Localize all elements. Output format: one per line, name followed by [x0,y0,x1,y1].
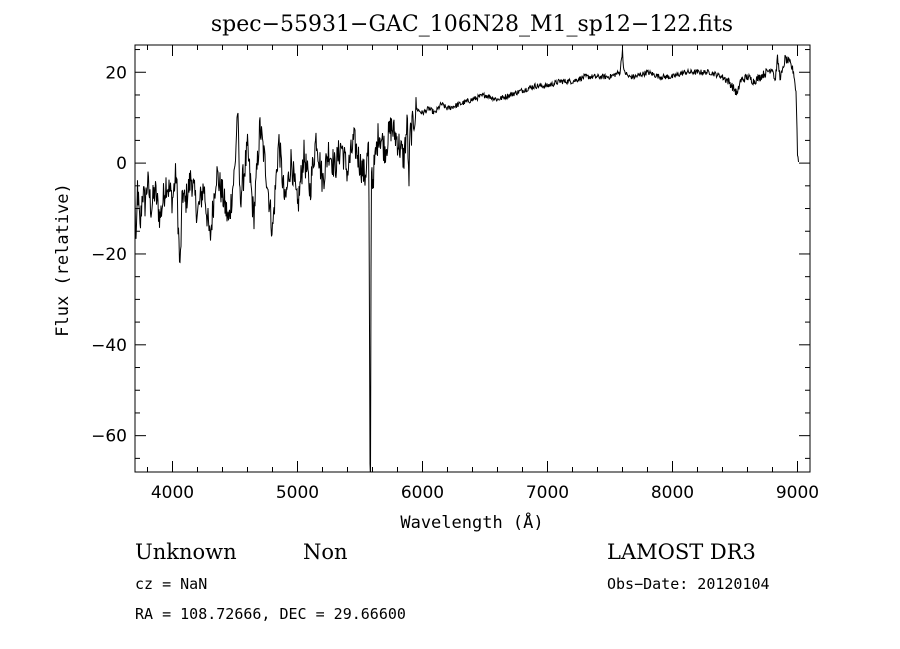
plot-area [134,44,811,473]
y-tick-label: 20 [105,63,127,83]
y-tick-label: −40 [91,336,127,356]
spectrum-line [135,48,799,472]
x-tick-label: 7000 [526,483,569,503]
object-subclass: Non [303,540,348,564]
y-tick-labels: 20 0 −20 −40 −60 [91,63,127,446]
redshift-readout: cz = NaN [135,575,207,593]
x-axis-label: Wavelength (Å) [400,511,543,533]
series-layer [135,48,799,472]
chart-title: spec−55931−GAC_106N28_M1_sp12−122.fits [211,12,733,37]
x-tick-label: 5000 [276,483,319,503]
x-tick-label: 9000 [776,483,819,503]
x-tick-label: 4000 [151,483,194,503]
x-tick-label: 8000 [651,483,694,503]
y-tick-label: −20 [91,245,127,265]
y-axis-label: Flux (relative) [53,183,73,337]
coordinates: RA = 108.72666, DEC = 29.66600 [135,605,406,623]
x-tick-label: 6000 [401,483,444,503]
plot-frame [134,44,811,473]
survey-name: LAMOST DR3 [607,540,756,564]
axis-ticks [135,45,810,472]
x-tick-labels: 4000 5000 6000 7000 8000 9000 [151,483,819,503]
y-tick-label: 0 [116,154,127,174]
obs-date: Obs−Date: 20120104 [607,575,770,593]
object-class: Unknown [135,540,237,564]
y-tick-label: −60 [91,427,127,447]
